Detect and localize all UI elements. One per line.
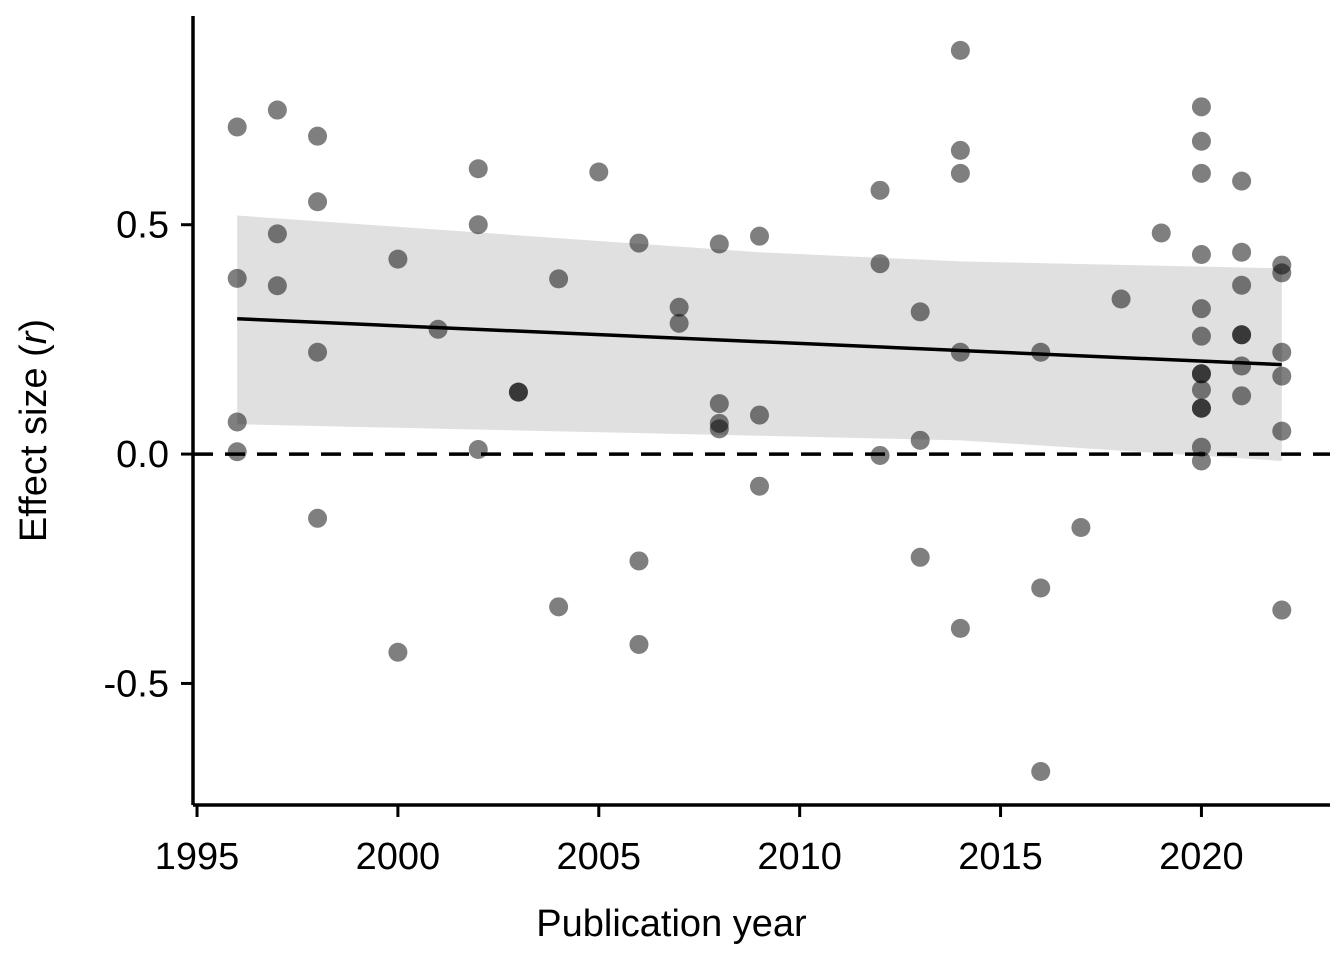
data-point: [910, 547, 930, 567]
trend-line: [237, 317, 1282, 367]
data-point: [589, 162, 609, 182]
data-point: [629, 233, 649, 253]
data-points-layer: [227, 40, 1292, 782]
data-point: [1191, 437, 1211, 457]
data-point: [267, 100, 287, 120]
axes-layer: [191, 16, 1330, 807]
data-point: [910, 430, 930, 450]
y-axis-title-prefix: Effect size (: [13, 344, 55, 542]
confidence-band: [237, 215, 1282, 461]
data-point: [1191, 451, 1211, 471]
data-point: [1191, 131, 1211, 151]
data-point: [950, 163, 970, 183]
data-point: [549, 269, 569, 289]
x-axis-title: Publication year: [536, 903, 807, 945]
data-point: [1111, 289, 1131, 309]
y-tick-label: -0.5: [104, 663, 169, 705]
data-point: [1071, 517, 1091, 537]
data-point: [629, 634, 649, 654]
data-point: [1272, 342, 1292, 362]
data-point: [669, 313, 689, 333]
data-point: [870, 180, 890, 200]
x-tick-label: 2010: [757, 836, 842, 878]
data-point: [1272, 366, 1292, 386]
data-point: [1191, 299, 1211, 319]
data-point: [227, 117, 247, 137]
y-axis-title-suffix: ): [13, 319, 55, 332]
data-point: [749, 226, 769, 246]
data-point: [1191, 163, 1211, 183]
data-point: [870, 254, 890, 274]
data-point: [950, 618, 970, 638]
data-point: [308, 342, 328, 362]
data-point: [1272, 263, 1292, 283]
data-point: [870, 445, 890, 465]
data-point: [1232, 171, 1252, 191]
data-point: [1031, 342, 1051, 362]
x-tick-label: 2005: [557, 836, 642, 878]
data-point: [629, 551, 649, 571]
x-ticks-layer: 1995 2000 2005 2010 2015 2020: [155, 805, 1244, 878]
data-point: [308, 126, 328, 146]
data-point: [1031, 762, 1051, 782]
data-point: [950, 342, 970, 362]
data-point: [1191, 245, 1211, 265]
x-tick-label: 2015: [958, 836, 1043, 878]
data-point: [709, 419, 729, 439]
data-point: [227, 412, 247, 432]
y-axis-title-symbol: r: [13, 330, 55, 344]
data-point: [468, 439, 488, 459]
data-point: [227, 268, 247, 288]
data-point: [1232, 356, 1252, 376]
data-point: [1272, 600, 1292, 620]
data-point: [1232, 386, 1252, 406]
confidence-band-layer: [237, 215, 1282, 461]
data-point: [910, 302, 930, 322]
data-point: [1191, 326, 1211, 346]
y-axis-title: Effect size (r): [13, 319, 55, 542]
y-ticks-layer: -0.5 0.0 0.5: [104, 205, 193, 705]
data-point: [950, 140, 970, 160]
data-point: [1232, 242, 1252, 262]
data-point: [669, 297, 689, 317]
data-point: [709, 234, 729, 254]
data-point: [749, 405, 769, 425]
data-point: [1191, 97, 1211, 117]
x-tick-label: 2020: [1159, 836, 1244, 878]
data-point: [508, 382, 528, 402]
y-tick-label: 0.5: [116, 205, 169, 247]
data-point: [388, 249, 408, 269]
data-point: [267, 276, 287, 296]
data-point: [1191, 398, 1211, 418]
x-tick-label: 1995: [155, 836, 240, 878]
data-point: [388, 642, 408, 662]
data-point: [1031, 578, 1051, 598]
data-point: [549, 597, 569, 617]
data-point: [267, 224, 287, 244]
data-point: [709, 394, 729, 414]
y-tick-label: 0.0: [116, 434, 169, 476]
data-point: [428, 319, 448, 339]
data-point: [1232, 325, 1252, 345]
data-point: [308, 508, 328, 528]
data-point: [227, 442, 247, 462]
data-point: [1151, 223, 1171, 243]
data-point: [1272, 421, 1292, 441]
data-point: [749, 476, 769, 496]
data-point: [1191, 364, 1211, 384]
x-tick-label: 2000: [356, 836, 441, 878]
data-point: [1191, 380, 1211, 400]
data-point: [468, 159, 488, 179]
data-point: [1232, 275, 1252, 295]
data-point: [468, 215, 488, 235]
data-point: [950, 40, 970, 60]
data-point: [308, 192, 328, 212]
